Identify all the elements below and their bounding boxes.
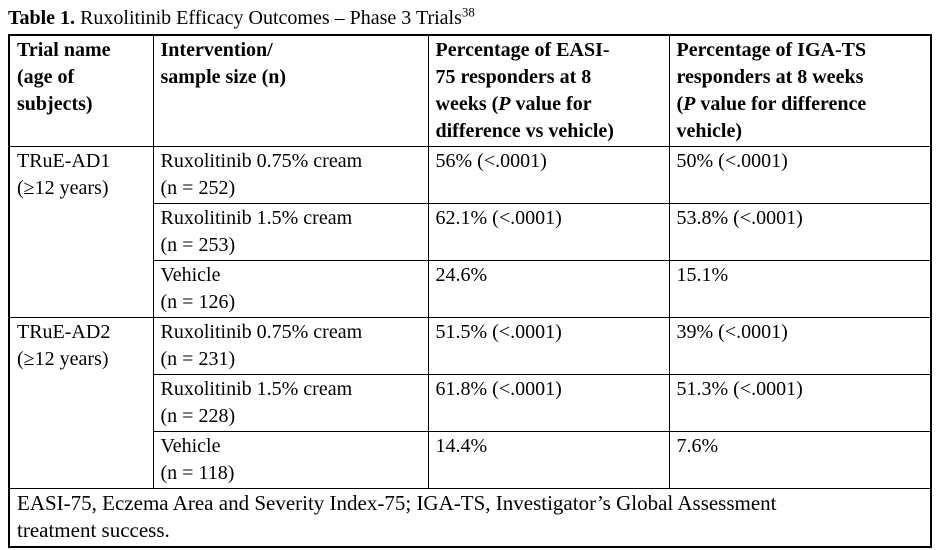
easi-value-cell: 62.1% (<.0001) bbox=[427, 203, 670, 261]
table-row: TRuE-AD2 (≥12 years) Ruxolitinib 0.75% c… bbox=[8, 317, 932, 489]
easi-value-cell: 61.8% (<.0001) bbox=[427, 374, 670, 432]
iga-value-cell: 15.1% bbox=[668, 260, 932, 318]
col-header-igats: Percentage of IGA-TS responders at 8 wee… bbox=[668, 34, 932, 147]
trial-name-cell: TRuE-AD1 (≥12 years) bbox=[8, 146, 154, 318]
table-row: Vehicle (n = 118) 14.4% 7.6% bbox=[9, 431, 932, 489]
easi-value-cell: 24.6% bbox=[427, 260, 670, 318]
table-title-citation: 38 bbox=[461, 4, 475, 20]
trial-name-cell: TRuE-AD2 (≥12 years) bbox=[8, 317, 154, 489]
col-header-easi75-pvalue: P bbox=[498, 93, 511, 115]
table-title-text: Ruxolitinib Efficacy Outcomes – Phase 3 … bbox=[75, 7, 462, 29]
intervention-cell: Ruxolitinib 0.75% cream (n = 231) bbox=[152, 317, 429, 375]
table-row: Vehicle (n = 126) 24.6% 15.1% bbox=[9, 260, 932, 318]
col-header-trial-name: Trial name (age of subjects) bbox=[8, 34, 154, 147]
table-row: TRuE-AD1 (≥12 years) Ruxolitinib 0.75% c… bbox=[8, 146, 932, 318]
col-header-igats-text-end: value for difference vehicle) bbox=[676, 93, 867, 142]
table-row: Ruxolitinib 1.5% cream (n = 228) 61.8% (… bbox=[9, 374, 932, 432]
col-header-easi75-text-end: value for difference vs vehicle) bbox=[435, 93, 614, 142]
iga-value-cell: 7.6% bbox=[668, 431, 932, 489]
col-header-easi75: Percentage of EASI- 75 responders at 8 w… bbox=[427, 34, 670, 147]
intervention-cell: Vehicle (n = 118) bbox=[152, 431, 429, 489]
table-row: Ruxolitinib 1.5% cream (n = 253) 62.1% (… bbox=[9, 203, 932, 261]
intervention-cell: Ruxolitinib 1.5% cream (n = 253) bbox=[152, 203, 429, 261]
intervention-cell: Ruxolitinib 1.5% cream (n = 228) bbox=[152, 374, 429, 432]
easi-value-cell: 56% (<.0001) bbox=[427, 146, 670, 204]
easi-value-cell: 14.4% bbox=[427, 431, 670, 489]
col-header-igats-pvalue: P bbox=[683, 93, 696, 115]
easi-value-cell: 51.5% (<.0001) bbox=[427, 317, 670, 375]
intervention-cell: Ruxolitinib 0.75% cream (n = 252) bbox=[152, 146, 429, 204]
efficacy-table: Trial name (age of subjects) Interventio… bbox=[8, 34, 932, 548]
table-title: Table 1. Ruxolitinib Efficacy Outcomes –… bbox=[8, 5, 930, 31]
iga-value-cell: 39% (<.0001) bbox=[668, 317, 932, 375]
col-header-igats-text: Percentage of IGA-TS responders at 8 wee… bbox=[676, 39, 867, 115]
iga-value-cell: 50% (<.0001) bbox=[668, 146, 932, 204]
intervention-cell: Vehicle (n = 126) bbox=[152, 260, 429, 318]
iga-value-cell: 51.3% (<.0001) bbox=[668, 374, 932, 432]
col-header-intervention: Intervention/ sample size (n) bbox=[152, 34, 429, 147]
footnote-cell: EASI-75, Eczema Area and Severity Index-… bbox=[8, 488, 932, 547]
table-header-row: Trial name (age of subjects) Interventio… bbox=[8, 34, 932, 147]
col-header-easi75-text: Percentage of EASI- 75 responders at 8 w… bbox=[435, 39, 610, 115]
table-title-label: Table 1. bbox=[8, 7, 76, 29]
iga-value-cell: 53.8% (<.0001) bbox=[668, 203, 932, 261]
table-footnote-row: EASI-75, Eczema Area and Severity Index-… bbox=[8, 488, 932, 547]
